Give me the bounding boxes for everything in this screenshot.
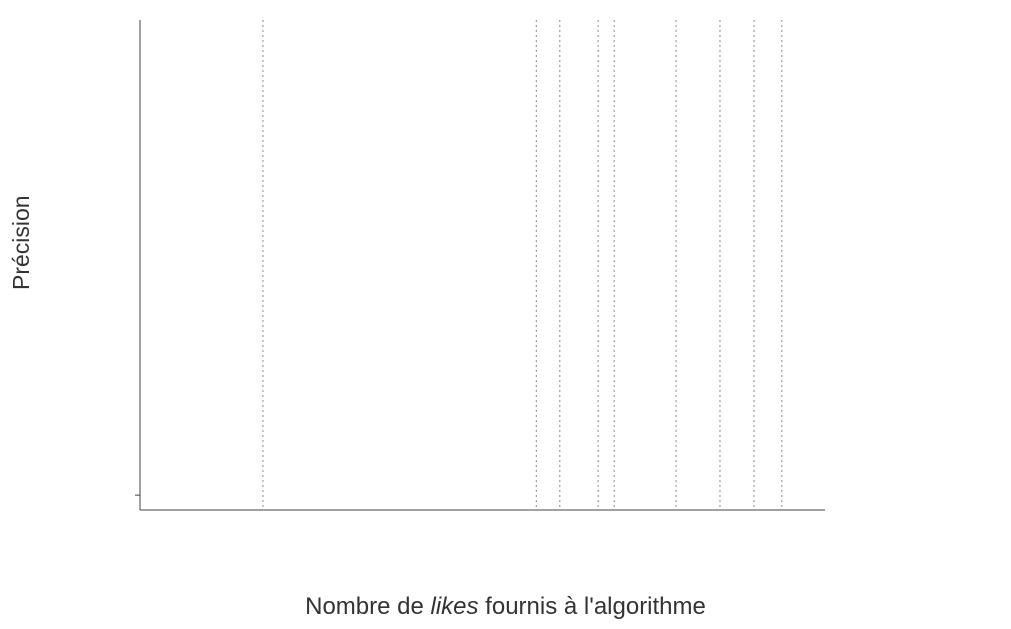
chart: [55, 10, 970, 580]
x-label-italic: likes: [431, 593, 479, 620]
outer-y-axis-label: Précision: [8, 195, 35, 290]
outer-x-axis-label: Nombre de likes fournis à l'algorithme: [0, 593, 1011, 621]
chart-svg: [55, 10, 970, 580]
x-label-suffix: fournis à l'algorithme: [479, 593, 706, 620]
x-label-prefix: Nombre de: [305, 593, 430, 620]
